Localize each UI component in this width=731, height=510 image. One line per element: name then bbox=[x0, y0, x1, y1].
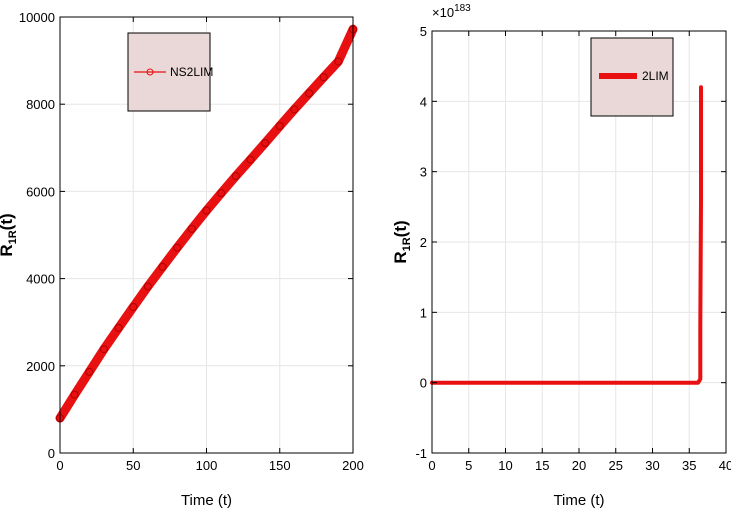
y-tick-label: 3 bbox=[420, 165, 427, 180]
y-tick-label: 4 bbox=[420, 94, 427, 109]
data-point bbox=[305, 89, 314, 98]
y-tick-label: 2000 bbox=[26, 359, 55, 374]
data-point bbox=[99, 345, 108, 354]
data-point bbox=[187, 224, 196, 233]
x-tick-label: 35 bbox=[682, 458, 696, 473]
data-point bbox=[85, 367, 94, 376]
y-tick-label: 8000 bbox=[26, 97, 55, 112]
x-tick-label: 30 bbox=[645, 458, 659, 473]
y-axis-label: R1R(t) bbox=[0, 213, 19, 256]
y-tick-label: 5 bbox=[420, 24, 427, 39]
x-axis-label: Time (t) bbox=[181, 492, 232, 509]
data-point bbox=[114, 323, 123, 332]
x-tick-label: 5 bbox=[465, 458, 472, 473]
data-point bbox=[246, 155, 255, 164]
x-tick-label: 10 bbox=[498, 458, 512, 473]
legend-swatch-marker bbox=[146, 68, 154, 76]
data-point bbox=[217, 189, 226, 198]
x-tick-label: 20 bbox=[572, 458, 586, 473]
y-tick-label: 6000 bbox=[26, 184, 55, 199]
y-tick-label: 2 bbox=[420, 235, 427, 250]
data-point bbox=[231, 172, 240, 181]
x-tick-label: 40 bbox=[719, 458, 731, 473]
y-tick-label: -1 bbox=[415, 446, 427, 461]
y-tick-label: 0 bbox=[420, 376, 427, 391]
data-point bbox=[158, 262, 167, 271]
data-point bbox=[202, 206, 211, 215]
data-point bbox=[261, 139, 270, 148]
y-tick-label: 4000 bbox=[26, 272, 55, 287]
data-point bbox=[143, 282, 152, 291]
x-tick-label: 15 bbox=[535, 458, 549, 473]
legend-label: 2LIM bbox=[642, 69, 669, 83]
data-point bbox=[319, 73, 328, 82]
x-tick-label: 150 bbox=[269, 458, 291, 473]
y-exponent-label: ×10183 bbox=[432, 3, 471, 20]
series-line-2lim bbox=[430, 85, 703, 385]
data-point bbox=[275, 122, 284, 130]
data-point bbox=[290, 105, 299, 114]
x-tick-label: 0 bbox=[56, 458, 63, 473]
x-axis-label: Time (t) bbox=[553, 492, 604, 509]
y-tick-label: 1 bbox=[420, 305, 427, 320]
legend: 2LIM bbox=[590, 37, 674, 117]
y-tick-label: 10000 bbox=[19, 10, 55, 25]
data-point bbox=[173, 243, 182, 252]
legend-label: NS2LIM bbox=[170, 65, 213, 79]
y-tick-label: 0 bbox=[48, 446, 55, 461]
x-tick-label: 25 bbox=[609, 458, 623, 473]
x-tick-label: 50 bbox=[126, 458, 140, 473]
legend: NS2LIM bbox=[127, 32, 213, 112]
x-tick-label: 200 bbox=[342, 458, 364, 473]
series-line-ns2lim bbox=[55, 24, 358, 423]
x-tick-label: 100 bbox=[196, 458, 218, 473]
x-tick-label: 0 bbox=[428, 458, 435, 473]
data-point bbox=[129, 302, 138, 311]
y-axis-label: R1R(t) bbox=[391, 220, 413, 263]
data-point bbox=[334, 57, 343, 66]
data-point bbox=[70, 390, 79, 399]
